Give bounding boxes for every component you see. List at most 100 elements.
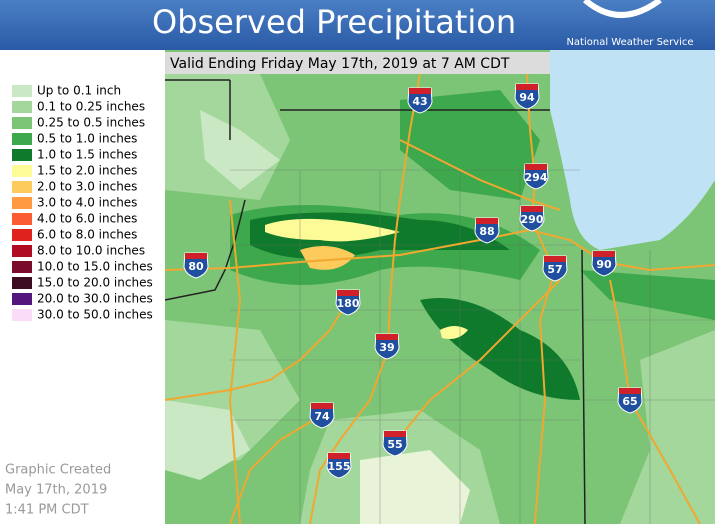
legend-swatch	[12, 165, 32, 177]
shield-top	[311, 403, 333, 409]
shield-top	[376, 334, 398, 340]
legend-label: 0.1 to 0.25 inches	[37, 100, 145, 114]
legend-label: 3.0 to 4.0 inches	[37, 196, 137, 210]
shield	[382, 430, 408, 457]
interstate-number: 43	[412, 95, 427, 108]
footer-text: 1:41 PM CDT	[5, 503, 89, 518]
legend: Up to 0.1 inch 0.1 to 0.25 inches 0.25 to …	[12, 84, 153, 322]
shield	[542, 255, 568, 282]
shield	[309, 402, 335, 429]
footer-text: Graphic Created	[5, 463, 111, 478]
shield	[183, 252, 209, 279]
interstate-shields: 43 94 294 290 88 57 90 80 180 39 74 55 155 65	[183, 83, 643, 479]
legend-swatch	[12, 133, 32, 145]
precip-area	[440, 326, 468, 339]
interstate-number: 290	[521, 213, 544, 226]
precip-area	[580, 270, 715, 320]
shield-top	[593, 251, 615, 257]
interstate-number: 90	[596, 258, 612, 271]
valid-time: Valid Ending Friday May 17th, 2019 at 7 …	[170, 56, 510, 72]
title: Observed Precipitation	[152, 3, 516, 41]
legend-swatch	[12, 277, 32, 289]
interstate-number: 65	[622, 395, 637, 408]
legend-label: 2.0 to 3.0 inches	[37, 180, 137, 194]
shield-top	[384, 431, 406, 437]
interstate-number: 94	[519, 91, 535, 104]
footer-text: May 17th, 2019	[5, 483, 107, 498]
interstate-number: 55	[387, 438, 402, 451]
map	[164, 50, 715, 524]
shield-top	[328, 453, 350, 459]
legend-swatch	[12, 149, 32, 161]
road	[164, 299, 349, 401]
shield-top	[516, 84, 538, 90]
shield-top	[476, 218, 498, 224]
interstate-number: 57	[547, 263, 562, 276]
shield	[335, 289, 361, 316]
legend-swatch	[12, 309, 32, 321]
legend-label: 15.0 to 20.0 inches	[37, 276, 153, 290]
shield	[374, 333, 400, 360]
interstate-number: 180	[337, 297, 360, 310]
shield	[407, 87, 433, 114]
interstate-number: 80	[188, 260, 204, 273]
legend-label: 0.25 to 0.5 inches	[37, 116, 145, 130]
precip-area	[265, 218, 400, 242]
legend-label: 30.0 to 50.0 inches	[37, 308, 153, 322]
shield	[514, 83, 540, 110]
legend-swatch	[12, 101, 32, 113]
legend-swatch	[12, 117, 32, 129]
state-border	[581, 249, 586, 524]
road	[609, 279, 701, 524]
state-border	[164, 199, 246, 301]
legend-label: 10.0 to 15.0 inches	[37, 260, 153, 274]
legend-label: 8.0 to 10.0 inches	[37, 244, 145, 258]
shield-top	[185, 253, 207, 259]
legend-swatch	[12, 293, 32, 305]
shield	[326, 452, 352, 479]
interstate-number: 39	[379, 341, 394, 354]
nws-logo	[583, 0, 662, 18]
shield-top	[337, 290, 359, 296]
road	[229, 414, 323, 524]
legend-swatch	[12, 261, 32, 273]
legend-label: 1.5 to 2.0 inches	[37, 164, 137, 178]
legend-swatch	[12, 197, 32, 209]
legend-swatch	[12, 85, 32, 97]
interstate-number: 294	[525, 171, 548, 184]
shield	[474, 217, 500, 244]
shield-top	[525, 164, 547, 170]
legend-swatch	[12, 245, 32, 257]
interstate-number: 74	[314, 410, 330, 423]
shield	[617, 387, 643, 414]
legend-label: 1.0 to 1.5 inches	[37, 148, 137, 162]
shield-top	[544, 256, 566, 262]
shield	[523, 163, 549, 190]
legend-label: 4.0 to 6.0 inches	[37, 212, 137, 226]
shield-top	[409, 88, 431, 94]
footer: Graphic Created May 17th, 2019 1:41 PM CDT	[5, 463, 111, 518]
shield-top	[619, 388, 641, 394]
road	[164, 228, 715, 272]
valid-bar	[165, 52, 550, 74]
legend-swatch	[12, 181, 32, 193]
legend-label: Up to 0.1 inch	[37, 84, 121, 98]
precip-area	[360, 450, 470, 524]
legend-swatch	[12, 229, 32, 241]
agency: National Weather Service	[566, 37, 693, 48]
shield	[591, 250, 617, 277]
legend-label: 6.0 to 8.0 inches	[37, 228, 137, 242]
interstate-number: 88	[479, 225, 494, 238]
road	[399, 139, 561, 211]
precip-area	[620, 330, 715, 524]
shield	[519, 205, 545, 232]
road	[228, 199, 242, 524]
road	[394, 279, 561, 444]
shield-top	[521, 206, 543, 212]
lake-michigan	[550, 50, 715, 250]
legend-label: 20.0 to 30.0 inches	[37, 292, 153, 306]
precip-area	[400, 90, 540, 200]
precip-area	[300, 246, 355, 270]
interstate-number: 155	[328, 460, 351, 473]
